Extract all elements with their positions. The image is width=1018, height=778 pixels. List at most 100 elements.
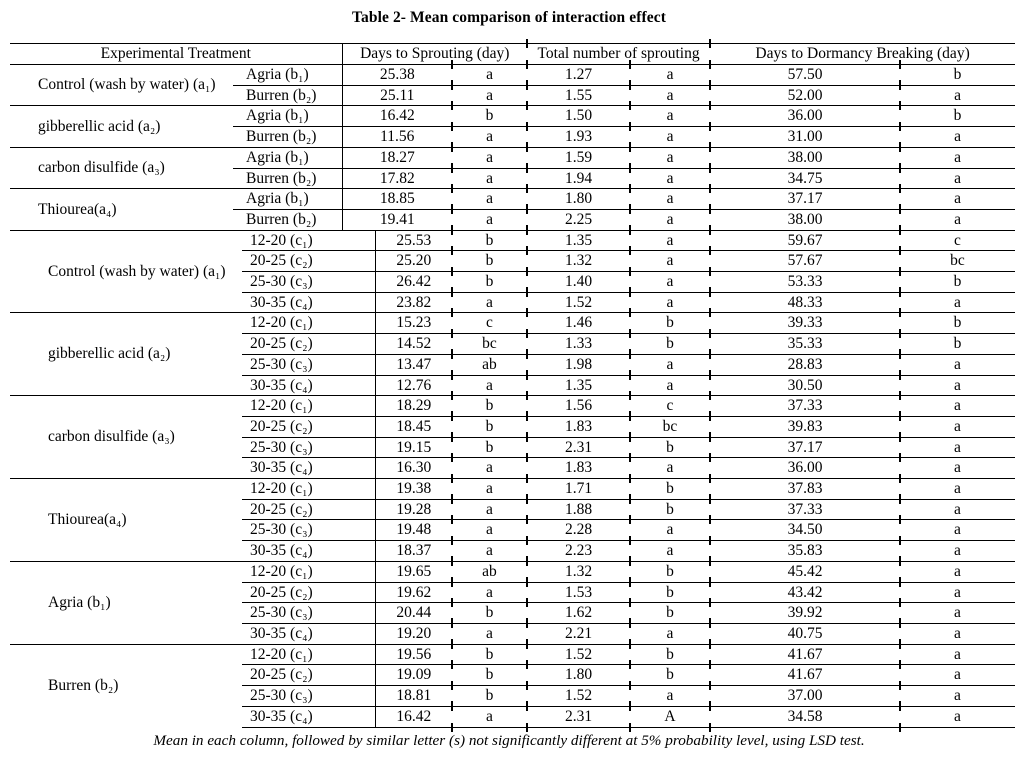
value-cell: 48.33 (709, 287, 900, 313)
value-cell: 19.48 (374, 519, 452, 541)
table-row: Burren (b₂) 19.41 a 2.25 a 38.00 a (10, 204, 1016, 230)
significance-letter-cell: a (899, 349, 1015, 376)
significance-letter-cell: b (629, 474, 710, 500)
table-row: 20-25 (c₂) 19.09 b 1.80 b 41.67 a (10, 660, 1015, 686)
subtreatment-cell: 30-35 (c₄) (242, 705, 375, 728)
significance-letter-cell: a (899, 142, 1016, 169)
table-row: 30-35 (c₄) 16.42 a 2.31 A 34.58 a (10, 701, 1015, 733)
value-cell: 1.35 (526, 225, 630, 251)
significance-letter-cell: a (899, 412, 1015, 438)
value-cell: 17.82 (341, 167, 453, 189)
significance-letter-cell: b (899, 101, 1016, 127)
significance-letter-cell: b (899, 308, 1015, 334)
significance-letter-cell: a (899, 122, 1016, 148)
value-cell: 34.58 (709, 701, 900, 733)
value-cell: 43.42 (709, 577, 900, 603)
significance-letter-cell: a (899, 204, 1016, 230)
treatment-cell: Control (wash by water) (a₁) (10, 63, 233, 106)
table-row: Thiourea(a₄) Agria (b₁) 18.85 a 1.80 a 37.17 a (10, 184, 1016, 230)
significance-letter-cell: b (629, 598, 710, 624)
significance-letter-cell: c (899, 225, 1015, 251)
value-cell: 52.00 (709, 80, 901, 106)
subtreatment-cell: 25-30 (c₃) (242, 271, 375, 293)
value-cell: 12.76 (374, 374, 452, 396)
value-cell: 1.98 (526, 349, 630, 376)
value-cell: 18.45 (374, 415, 452, 438)
value-cell: 41.67 (709, 660, 900, 686)
significance-letter-cell: b (451, 412, 527, 438)
table-row: 20-25 (c₂) 25.20 b 1.32 a 57.67 bc (10, 246, 1015, 272)
value-cell: 1.80 (526, 184, 631, 210)
value-cell: 1.94 (526, 163, 631, 189)
header-days-to-dormancy-breaking: Days to Dormancy Breaking (day) (709, 39, 1016, 65)
significance-letter-cell: bc (899, 246, 1015, 272)
table-row: carbon disulfide (a₃) 12-20 (c₁) 18.29 b 1.5… (10, 391, 1015, 479)
value-cell: 1.32 (526, 556, 630, 583)
treatment-cell: carbon disulfide (a₃) (10, 395, 242, 479)
significance-letter-cell: b (451, 101, 528, 127)
treatment-cell: gibberellic acid (a₂) (10, 312, 242, 396)
value-cell: 41.67 (709, 639, 900, 665)
value-cell: 1.50 (526, 101, 631, 127)
table-row: 20-25 (c₂) 18.45 b 1.83 bc 39.83 a (10, 412, 1015, 438)
value-cell: 37.17 (709, 184, 901, 210)
value-cell: 36.00 (709, 101, 901, 127)
significance-letter-cell: a (451, 536, 527, 562)
value-cell: 2.31 (526, 701, 630, 733)
significance-letter-cell: a (899, 287, 1015, 313)
significance-letter-cell: b (451, 225, 527, 251)
significance-letter-cell: a (629, 515, 710, 541)
significance-letter-cell: a (451, 184, 528, 210)
value-cell: 11.56 (341, 126, 453, 148)
subtreatment-cell: 20-25 (c₂) (242, 664, 375, 686)
significance-letter-cell: b (899, 329, 1015, 355)
value-cell: 18.81 (374, 685, 452, 707)
header-days-to-sprouting: Days to Sprouting (day) (341, 43, 528, 65)
value-cell: 34.75 (709, 163, 901, 189)
value-cell: 13.47 (374, 353, 452, 376)
significance-letter-cell: b (451, 246, 527, 272)
table-row: 30-35 (c₄) 16.30 a 1.83 a 36.00 a (10, 453, 1015, 479)
subtreatment-cell: 25-30 (c₃) (242, 685, 375, 707)
subtreatment-cell: 20-25 (c₂) (242, 498, 375, 520)
value-cell: 19.20 (374, 622, 452, 645)
significance-letter-cell: a (629, 225, 710, 251)
subtreatment-cell: Burren (b₂) (233, 208, 343, 230)
value-cell: 23.82 (374, 291, 452, 313)
significance-letter-cell: a (629, 80, 711, 106)
significance-letter-cell: a (899, 453, 1015, 479)
significance-letter-cell: a (451, 60, 528, 86)
value-cell: 1.46 (526, 308, 630, 334)
value-cell: 38.00 (709, 142, 901, 169)
value-cell: 26.42 (374, 271, 452, 293)
value-cell: 1.55 (526, 80, 631, 106)
significance-letter-cell: c (629, 391, 710, 417)
value-cell: 19.28 (374, 498, 452, 520)
value-cell: 16.30 (374, 457, 452, 479)
value-cell: 18.85 (341, 188, 453, 210)
significance-letter-cell: b (451, 598, 527, 624)
significance-letter-cell: a (629, 619, 710, 645)
value-cell: 1.52 (526, 681, 630, 707)
subtreatment-cell: 30-35 (c₄) (242, 457, 375, 479)
significance-letter-cell: a (451, 515, 527, 541)
table-row: Burren (b₂) 12-20 (c₁) 19.56 b 1.52 b 41.67 a (10, 639, 1015, 727)
table-row: Burren (b₂) 25.11 a 1.55 a 52.00 a (10, 80, 1016, 106)
value-cell: 16.42 (374, 705, 452, 728)
value-cell: 19.62 (374, 581, 452, 603)
value-cell: 18.37 (374, 540, 452, 562)
significance-letter-cell: a (451, 453, 527, 479)
value-cell: 1.71 (526, 474, 630, 500)
value-cell: 39.92 (709, 598, 900, 624)
value-cell: 1.88 (526, 494, 630, 520)
subtreatment-cell: 25-30 (c₃) (242, 519, 375, 541)
significance-letter-cell: a (629, 453, 710, 479)
subtreatment-cell: Agria (b₁) (233, 188, 343, 210)
table-row: Agria (b₁) 12-20 (c₁) 19.65 ab 1.32 b 45.42 a (10, 556, 1015, 645)
treatment-cell: Thiourea(a₄) (10, 188, 233, 230)
subtreatment-cell: 25-30 (c₃) (242, 436, 375, 458)
significance-letter-cell: b (899, 60, 1016, 86)
subtreatment-cell: 20-25 (c₂) (242, 333, 375, 355)
value-cell: 30.50 (709, 370, 900, 396)
subtreatment-cell: 30-35 (c₄) (242, 622, 375, 645)
